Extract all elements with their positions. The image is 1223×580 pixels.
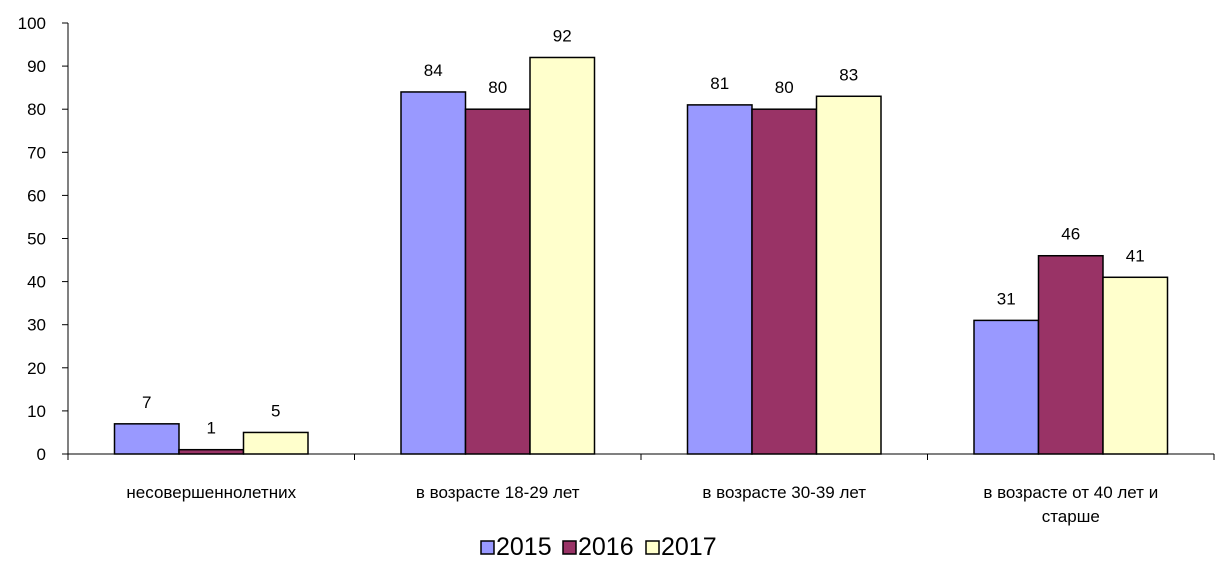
data-label: 1 bbox=[207, 419, 216, 438]
legend-label: 2017 bbox=[661, 533, 717, 561]
data-label: 31 bbox=[997, 289, 1016, 308]
y-tick-label: 10 bbox=[27, 402, 46, 421]
y-tick-label: 100 bbox=[18, 14, 46, 33]
bar-2016 bbox=[178, 448, 245, 455]
category-labels: несовершеннолетних в возрасте 18-29 лет в … bbox=[126, 483, 1158, 526]
bar-2017 bbox=[1102, 276, 1169, 455]
y-tick-label: 20 bbox=[27, 359, 46, 378]
legend-swatch-2015 bbox=[480, 540, 495, 555]
bar-2016 bbox=[1037, 254, 1104, 455]
y-tick-label: 0 bbox=[37, 445, 46, 464]
legend: 2015 2016 2017 bbox=[480, 533, 717, 561]
data-label: 41 bbox=[1126, 246, 1145, 265]
data-label: 84 bbox=[424, 61, 443, 80]
category-label: несовершеннолетних bbox=[126, 483, 296, 502]
bar-2016 bbox=[464, 108, 531, 455]
data-label: 81 bbox=[710, 74, 729, 93]
legend-swatch-2017 bbox=[645, 540, 660, 555]
category-label: в возрасте от 40 лет и bbox=[983, 483, 1158, 502]
bars bbox=[113, 56, 1169, 455]
y-tick-label: 80 bbox=[27, 100, 46, 119]
data-label: 83 bbox=[839, 65, 858, 84]
y-tick-label: 30 bbox=[27, 316, 46, 335]
bar-2015 bbox=[686, 104, 753, 455]
bar-2016 bbox=[751, 108, 818, 455]
category-label: в возрасте 18-29 лет bbox=[416, 483, 580, 502]
data-label: 46 bbox=[1061, 225, 1080, 244]
legend-label: 2015 bbox=[496, 533, 552, 561]
category-label: старше bbox=[1042, 507, 1100, 526]
y-tick-label: 50 bbox=[27, 230, 46, 249]
y-tick-label: 40 bbox=[27, 273, 46, 292]
data-label: 5 bbox=[271, 401, 280, 420]
data-label: 92 bbox=[553, 26, 572, 45]
bar-2015 bbox=[113, 423, 180, 455]
category-label: в возрасте 30-39 лет bbox=[702, 483, 866, 502]
bar-2015 bbox=[973, 319, 1040, 455]
data-label: 80 bbox=[775, 78, 794, 97]
bar-2015 bbox=[400, 91, 467, 455]
y-tick-label: 60 bbox=[27, 186, 46, 205]
bar-2017 bbox=[815, 95, 882, 455]
data-labels: 7 1 5 84 80 92 81 80 83 31 46 41 bbox=[142, 26, 1145, 437]
legend-swatch-2016 bbox=[562, 540, 577, 555]
data-label: 80 bbox=[488, 78, 507, 97]
y-tick-label: 70 bbox=[27, 143, 46, 162]
data-label: 7 bbox=[142, 393, 151, 412]
bar-2017 bbox=[529, 56, 596, 455]
y-tick-label: 90 bbox=[27, 57, 46, 76]
bar-2017 bbox=[242, 431, 309, 455]
legend-label: 2016 bbox=[578, 533, 634, 561]
